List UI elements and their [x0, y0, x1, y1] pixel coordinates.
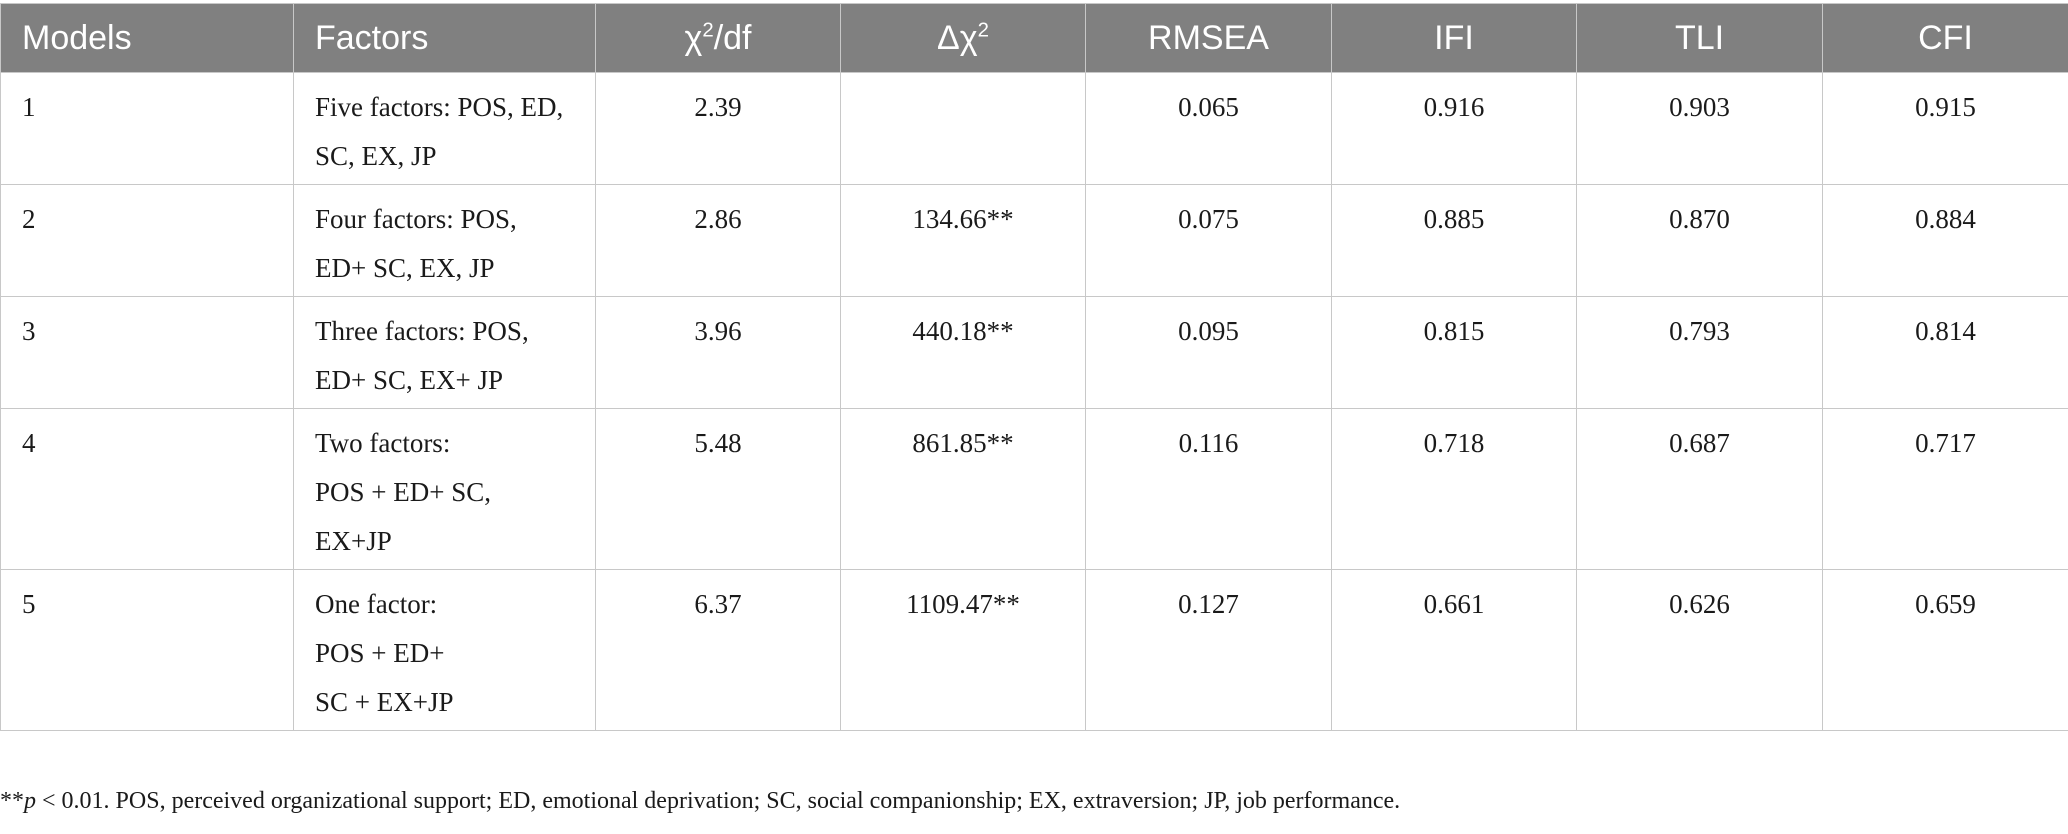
- cfi-cell: 0.814: [1822, 296, 2068, 409]
- cfi-cell: 0.659: [1822, 569, 2068, 731]
- factors-line: ED+ SC, EX, JP: [315, 253, 495, 283]
- model-cell: 5: [0, 569, 294, 731]
- model-cell: 2: [0, 184, 294, 297]
- chi-df-cell: 3.96: [595, 296, 841, 409]
- tli-cell: 0.687: [1576, 408, 1823, 570]
- factors-line: SC + EX+JP: [315, 687, 454, 717]
- tli-cell: 0.626: [1576, 569, 1823, 731]
- tli-cell: 0.793: [1576, 296, 1823, 409]
- factors-cell: One factor: POS + ED+ SC + EX+JP: [293, 569, 596, 731]
- header-chi-symbol: χ: [684, 18, 703, 57]
- ifi-cell: 0.916: [1331, 72, 1577, 185]
- delta-chi-cell: 134.66**: [840, 184, 1086, 297]
- factors-line: POS + ED+: [315, 638, 445, 668]
- header-factors: Factors: [293, 3, 596, 73]
- delta-chi-cell: 1109.47**: [840, 569, 1086, 731]
- rmsea-cell: 0.095: [1085, 296, 1332, 409]
- rmsea-cell: 0.065: [1085, 72, 1332, 185]
- factors-line: POS + ED+ SC,: [315, 477, 492, 507]
- cfi-cell: 0.915: [1822, 72, 2068, 185]
- factors-line: Four factors: POS,: [315, 204, 517, 234]
- factors-line: Three factors: POS,: [315, 316, 529, 346]
- chi-df-cell: 5.48: [595, 408, 841, 570]
- ifi-cell: 0.661: [1331, 569, 1577, 731]
- chi-df-cell: 2.86: [595, 184, 841, 297]
- table-footnote: **p < 0.01. POS, perceived organizationa…: [0, 788, 1400, 815]
- factors-line: ED+ SC, EX+ JP: [315, 365, 503, 395]
- factors-line: SC, EX, JP: [315, 141, 437, 171]
- header-models: Models: [0, 3, 294, 73]
- delta-chi-cell: [840, 72, 1086, 185]
- model-cell: 1: [0, 72, 294, 185]
- table-row: 5 One factor: POS + ED+ SC + EX+JP 6.37 …: [0, 569, 2068, 731]
- table-row: 2 Four factors: POS, ED+ SC, EX, JP 2.86…: [0, 184, 2068, 297]
- header-df: /df: [713, 18, 752, 57]
- factors-line: One factor:: [315, 589, 438, 619]
- factors-cell: Three factors: POS, ED+ SC, EX+ JP: [293, 296, 596, 409]
- table-row: 1 Five factors: POS, ED, SC, EX, JP 2.39…: [0, 72, 2068, 185]
- rmsea-cell: 0.127: [1085, 569, 1332, 731]
- factors-cell: Four factors: POS, ED+ SC, EX, JP: [293, 184, 596, 297]
- table-row: 4 Two factors: POS + ED+ SC, EX+JP 5.48 …: [0, 408, 2068, 570]
- model-cell: 3: [0, 296, 294, 409]
- cfi-cell: 0.884: [1822, 184, 2068, 297]
- footnote-p-symbol: p: [24, 788, 36, 814]
- header-delta-symbol: Δχ: [937, 18, 978, 57]
- header-rmsea: RMSEA: [1085, 3, 1332, 73]
- header-ifi: IFI: [1331, 3, 1577, 73]
- header-chi-superscript: 2: [702, 19, 714, 42]
- footnote-stars: **: [0, 788, 24, 814]
- header-delta-chi-square: Δχ2: [840, 3, 1086, 73]
- model-comparison-table: Models Factors χ2/df Δχ2 RMSEA IFI TLI C…: [0, 3, 2068, 731]
- header-delta-superscript: 2: [977, 19, 989, 42]
- table-header: Models Factors χ2/df Δχ2 RMSEA IFI TLI C…: [0, 3, 2068, 73]
- model-cell: 4: [0, 408, 294, 570]
- header-chi-square-df: χ2/df: [595, 3, 841, 73]
- footnote-text: < 0.01. POS, perceived organizational su…: [36, 788, 1401, 814]
- factors-cell: Two factors: POS + ED+ SC, EX+JP: [293, 408, 596, 570]
- ifi-cell: 0.815: [1331, 296, 1577, 409]
- table-body: 1 Five factors: POS, ED, SC, EX, JP 2.39…: [0, 72, 2068, 731]
- table-row: 3 Three factors: POS, ED+ SC, EX+ JP 3.9…: [0, 296, 2068, 409]
- chi-df-cell: 6.37: [595, 569, 841, 731]
- tli-cell: 0.903: [1576, 72, 1823, 185]
- rmsea-cell: 0.075: [1085, 184, 1332, 297]
- factors-line: EX+JP: [315, 526, 392, 556]
- delta-chi-cell: 861.85**: [840, 408, 1086, 570]
- ifi-cell: 0.718: [1331, 408, 1577, 570]
- cfi-cell: 0.717: [1822, 408, 2068, 570]
- delta-chi-cell: 440.18**: [840, 296, 1086, 409]
- header-tli: TLI: [1576, 3, 1823, 73]
- header-cfi: CFI: [1822, 3, 2068, 73]
- factors-line: Two factors:: [315, 428, 451, 458]
- factors-line: Five factors: POS, ED,: [315, 92, 564, 122]
- rmsea-cell: 0.116: [1085, 408, 1332, 570]
- chi-df-cell: 2.39: [595, 72, 841, 185]
- ifi-cell: 0.885: [1331, 184, 1577, 297]
- factors-cell: Five factors: POS, ED, SC, EX, JP: [293, 72, 596, 185]
- tli-cell: 0.870: [1576, 184, 1823, 297]
